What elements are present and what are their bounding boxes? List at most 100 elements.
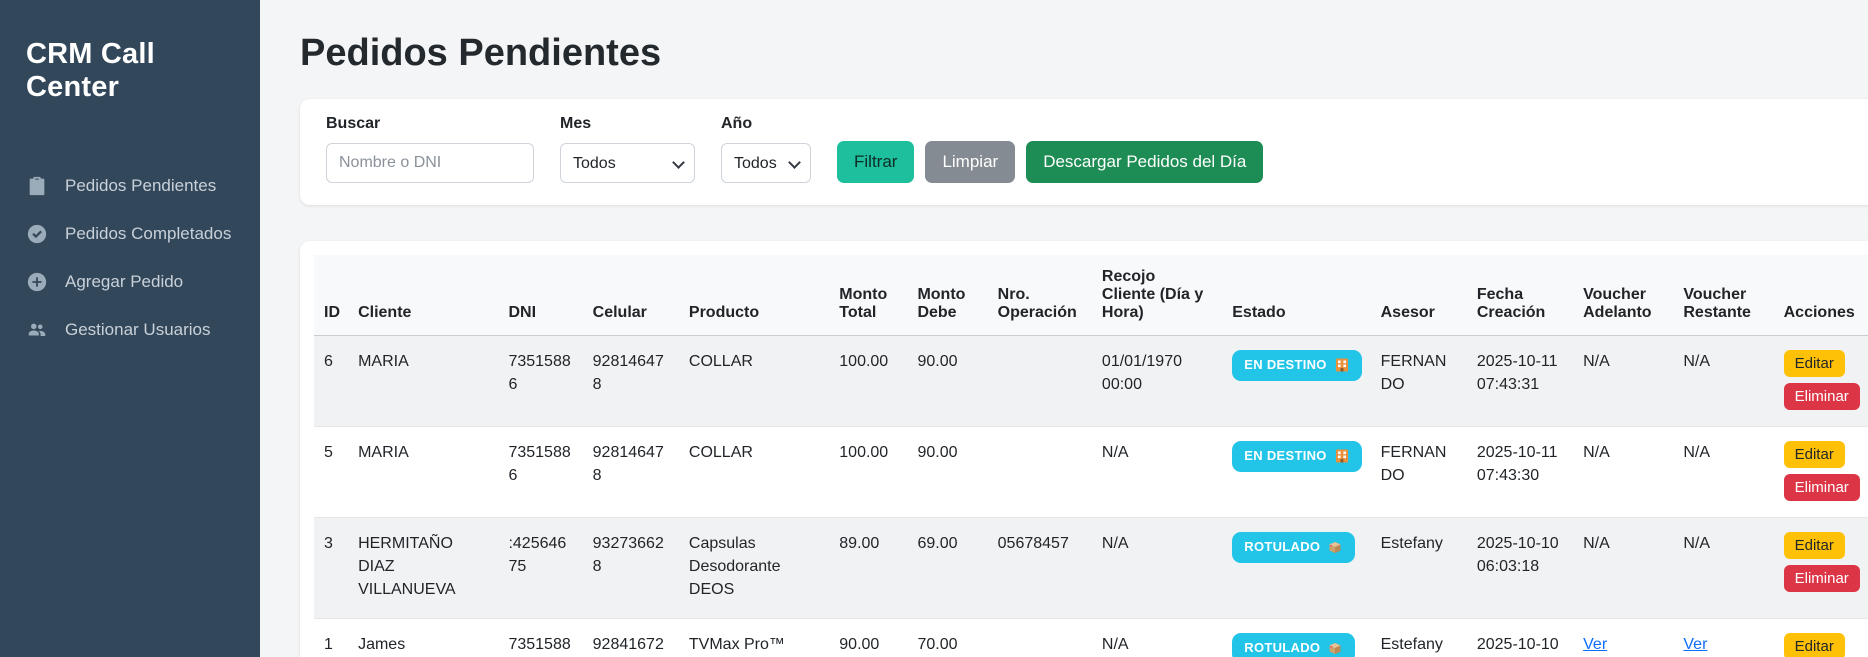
clipboard-icon (26, 175, 48, 197)
main-content: Pedidos Pendientes Buscar Mes Todos Año (260, 0, 1868, 657)
month-field-group: Mes Todos (560, 115, 695, 183)
month-label: Mes (560, 115, 592, 132)
cell-estado: EN DESTINO (1222, 426, 1371, 518)
cell-monto-debe: 70.00 (907, 618, 988, 657)
cell-fecha-creacion: 2025-10-10 03:40:55 (1466, 618, 1574, 657)
edit-button[interactable]: Editar (1783, 632, 1845, 657)
building-icon (1335, 358, 1348, 372)
cell-monto-total: 90.00 (829, 618, 908, 657)
cell-dni: 73515886 (498, 618, 583, 657)
month-select[interactable]: Todos (560, 143, 695, 183)
app-title: CRM Call Center (26, 38, 155, 103)
sidebar-item-label: Agregar Pedido (65, 272, 184, 291)
cell-voucher-adelanto: N/A (1573, 426, 1674, 518)
edit-button[interactable]: Editar (1783, 532, 1845, 559)
year-select[interactable]: Todos (721, 143, 811, 183)
table-row: 5 MARIA 73515886 928146478 COLLAR 100.00… (314, 426, 1868, 518)
sidebar-item-label: Pedidos Pendientes (65, 176, 217, 195)
cell-producto: Capsulas Desodorante DEOS (678, 517, 830, 619)
cell-id: 3 (314, 517, 349, 619)
cell-cliente: MARIA (348, 426, 499, 518)
check-circle-icon (26, 223, 48, 245)
sidebar: CRM Call Center Pedidos Pendientes Pedid… (0, 0, 260, 657)
status-badge-label: ROTULADO (1244, 539, 1321, 554)
cell-recojo: N/A (1091, 426, 1223, 518)
clear-button[interactable]: Limpiar (925, 141, 1016, 183)
page-title: Pedidos Pendientes (300, 32, 662, 74)
cell-id: 1 (314, 618, 349, 657)
cell-celular: 928146478 (582, 335, 679, 427)
col-producto: Producto (678, 255, 830, 336)
voucher-adelanto-link[interactable]: Ver (1583, 635, 1608, 653)
cell-voucher-adelanto: N/A (1573, 335, 1674, 427)
edit-button[interactable]: Editar (1783, 350, 1845, 377)
cell-recojo: 01/01/1970 00:00 (1091, 335, 1223, 427)
col-nro-operacion: Nro. Operación (987, 255, 1092, 336)
cell-recojo: N/A (1091, 618, 1223, 657)
status-badge-label: EN DESTINO (1244, 357, 1327, 372)
cell-cliente: MARIA (348, 335, 499, 427)
cell-acciones: Editar Eliminar (1773, 426, 1868, 518)
sidebar-item-agregar-pedido[interactable]: Agregar Pedido (0, 258, 260, 306)
cell-id: 6 (314, 335, 349, 427)
col-estado: Estado (1222, 255, 1371, 336)
sidebar-item-gestionar-usuarios[interactable]: Gestionar Usuarios (0, 306, 260, 354)
sidebar-item-label: Gestionar Usuarios (65, 320, 211, 339)
cell-acciones: Editar Eliminar (1773, 335, 1868, 427)
package-icon (1329, 542, 1341, 554)
cell-monto-debe: 69.00 (907, 517, 988, 619)
cell-dni: 73515886 (498, 335, 583, 427)
cell-acciones: Editar Eliminar (1773, 517, 1868, 619)
delete-button[interactable]: Eliminar (1783, 474, 1860, 501)
cell-dni: :42564675 (498, 517, 583, 619)
year-field-group: Año Todos (721, 115, 811, 183)
col-recojo-cliente: Recojo Cliente (Día y Hora) (1091, 255, 1223, 336)
sidebar-item-label: Pedidos Completados (65, 224, 232, 243)
cell-nro-operacion (987, 618, 1092, 657)
plus-circle-icon (26, 271, 48, 293)
users-icon (26, 319, 48, 341)
table-row: 1 James 73515886 928416727 TVMax Pro™ AN… (314, 618, 1868, 657)
cell-estado: EN DESTINO (1222, 335, 1371, 427)
cell-monto-debe: 90.00 (907, 335, 988, 427)
cell-cliente: James (348, 618, 499, 657)
status-badge: EN DESTINO (1232, 441, 1362, 472)
cell-voucher-restante: N/A (1673, 426, 1774, 518)
table-row: 6 MARIA 73515886 928146478 COLLAR 100.00… (314, 335, 1868, 427)
orders-table-header: ID Cliente DNI Celular Producto Monto To… (314, 255, 1868, 336)
cell-celular: 928416727 (582, 618, 679, 657)
search-field-group: Buscar (326, 115, 534, 183)
status-badge: EN DESTINO (1232, 350, 1362, 381)
delete-button[interactable]: Eliminar (1783, 565, 1860, 592)
sidebar-item-pedidos-pendientes[interactable]: Pedidos Pendientes (0, 162, 260, 210)
cell-monto-debe: 90.00 (907, 426, 988, 518)
cell-asesor: FERNANDO (1370, 426, 1467, 518)
edit-button[interactable]: Editar (1783, 441, 1845, 468)
filter-button[interactable]: Filtrar (837, 141, 915, 183)
cell-nro-operacion (987, 426, 1092, 518)
search-label: Buscar (326, 115, 381, 132)
cell-fecha-creacion: 2025-10-10 06:03:18 (1466, 517, 1574, 619)
search-input[interactable] (326, 143, 534, 183)
status-badge-label: EN DESTINO (1244, 448, 1327, 463)
delete-button[interactable]: Eliminar (1783, 383, 1860, 410)
col-cliente: Cliente (348, 255, 499, 336)
status-badge: ROTULADO (1232, 532, 1356, 563)
building-icon (1335, 449, 1348, 463)
col-monto-debe: Monto Debe (907, 255, 988, 336)
status-badge: ROTULADO (1232, 632, 1356, 657)
orders-table-body: 6 MARIA 73515886 928146478 COLLAR 100.00… (314, 335, 1868, 657)
status-badge-label: ROTULADO (1244, 639, 1321, 655)
sidebar-item-pedidos-completados[interactable]: Pedidos Completados (0, 210, 260, 258)
cell-fecha-creacion: 2025-10-11 07:43:30 (1466, 426, 1574, 518)
orders-table-card: ID Cliente DNI Celular Producto Monto To… (300, 241, 1868, 657)
col-voucher-adelanto: Voucher Adelanto (1573, 255, 1674, 336)
cell-voucher-restante: N/A (1673, 517, 1774, 619)
filter-bar: Buscar Mes Todos Año Todos (300, 99, 1868, 205)
table-row: 3 HERMITAÑO DIAZ VILLANUEVA :42564675 93… (314, 517, 1868, 619)
download-orders-button[interactable]: Descargar Pedidos del Día (1026, 141, 1264, 183)
cell-monto-total: 100.00 (829, 426, 908, 518)
package-icon (1329, 642, 1341, 654)
voucher-restante-link[interactable]: Ver (1683, 635, 1708, 653)
